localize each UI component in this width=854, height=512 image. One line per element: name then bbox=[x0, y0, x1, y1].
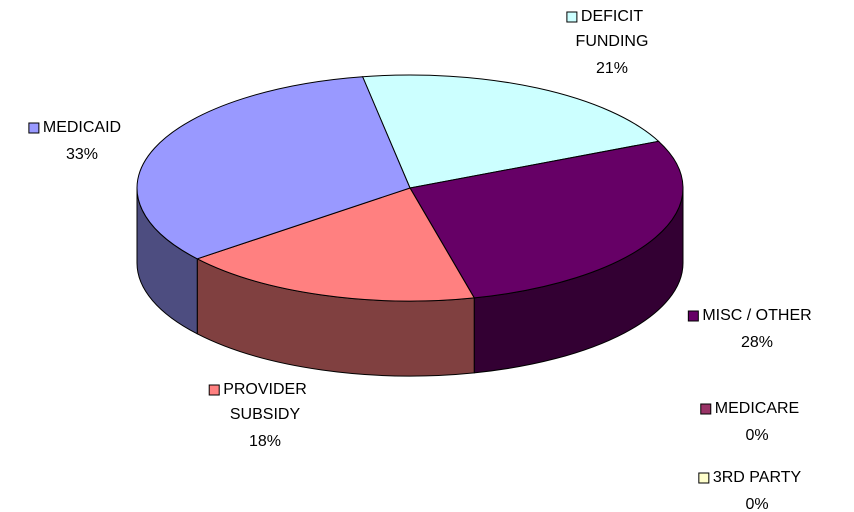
label-name: MISC / OTHER bbox=[702, 307, 811, 324]
legend-swatch bbox=[698, 472, 710, 484]
slice bbox=[361, 74, 660, 189]
legend-swatch bbox=[687, 310, 699, 322]
legend-swatch bbox=[700, 403, 712, 415]
label-value: 28% bbox=[741, 334, 773, 351]
label-name: MEDICAID bbox=[43, 119, 121, 136]
data-label: DEFICIT FUNDING 21% bbox=[566, 8, 649, 77]
data-label: 3RD PARTY 0% bbox=[698, 469, 802, 512]
data-label: MEDICARE 0% bbox=[700, 400, 799, 444]
label-value: 33% bbox=[66, 146, 98, 163]
label-name: 3RD PARTY bbox=[713, 469, 802, 486]
data-label: MEDICAID 33% bbox=[28, 119, 121, 163]
data-label: MISC / OTHER 28% bbox=[687, 307, 812, 351]
label-value: 0% bbox=[745, 496, 768, 512]
legend-swatch bbox=[208, 384, 220, 396]
label-value: 0% bbox=[745, 427, 768, 444]
slice bbox=[136, 76, 411, 260]
legend-swatch bbox=[28, 122, 40, 134]
label-name: PROVIDER SUBSIDY bbox=[223, 381, 307, 423]
label-value: 18% bbox=[249, 433, 281, 450]
legend-swatch bbox=[566, 11, 578, 23]
slice bbox=[409, 140, 684, 299]
label-name: DEFICIT FUNDING bbox=[576, 8, 649, 50]
data-label: PROVIDER SUBSIDY 18% bbox=[208, 381, 307, 450]
slice bbox=[195, 187, 476, 302]
label-value: 21% bbox=[596, 60, 628, 77]
label-name: MEDICARE bbox=[715, 400, 799, 417]
